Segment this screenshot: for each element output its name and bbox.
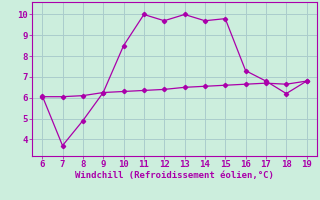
X-axis label: Windchill (Refroidissement éolien,°C): Windchill (Refroidissement éolien,°C)	[75, 171, 274, 180]
